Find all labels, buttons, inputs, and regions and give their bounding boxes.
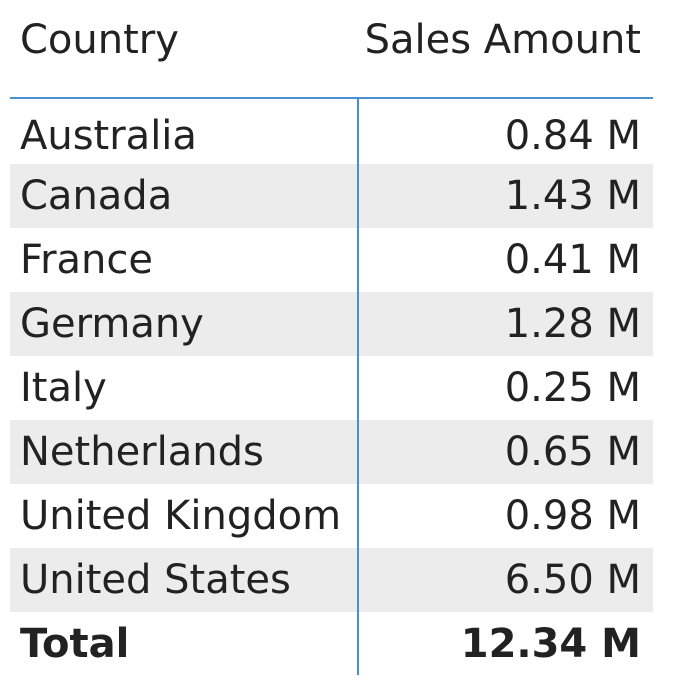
table-row: France 0.41 M bbox=[10, 228, 653, 292]
sales-cell: 1.28 M bbox=[504, 301, 641, 347]
sales-cell: 0.25 M bbox=[504, 365, 641, 411]
sales-cell: 0.84 M bbox=[504, 113, 641, 159]
sales-cell: 6.50 M bbox=[504, 557, 641, 603]
sales-table: Country Sales Amount Australia 0.84 M Ca… bbox=[10, 0, 653, 696]
country-cell: France bbox=[20, 237, 154, 283]
total-label: Total bbox=[20, 621, 130, 667]
table-row: Germany 1.28 M bbox=[10, 292, 653, 356]
country-cell: Germany bbox=[20, 301, 204, 347]
table-row: Canada 1.43 M bbox=[10, 164, 653, 228]
table-row: United Kingdom 0.98 M bbox=[10, 484, 653, 548]
sales-cell: 0.65 M bbox=[504, 429, 641, 475]
header-country[interactable]: Country bbox=[20, 17, 179, 63]
country-cell: United States bbox=[20, 557, 291, 603]
total-sales: 12.34 M bbox=[460, 621, 641, 667]
table-row: Italy 0.25 M bbox=[10, 356, 653, 420]
country-cell: United Kingdom bbox=[20, 493, 342, 539]
sales-cell: 0.41 M bbox=[504, 237, 641, 283]
country-cell: Netherlands bbox=[20, 429, 264, 475]
table-row: Australia 0.84 M bbox=[10, 104, 653, 168]
table-row: United States 6.50 M bbox=[10, 548, 653, 612]
sales-cell: 1.43 M bbox=[504, 173, 641, 219]
header-rule bbox=[10, 97, 653, 99]
sales-cell: 0.98 M bbox=[504, 493, 641, 539]
header-sales-amount[interactable]: Sales Amount bbox=[364, 17, 641, 63]
country-cell: Canada bbox=[20, 173, 173, 219]
table-row: Netherlands 0.65 M bbox=[10, 420, 653, 484]
total-row: Total 12.34 M bbox=[10, 612, 653, 676]
country-cell: Italy bbox=[20, 365, 107, 411]
country-cell: Australia bbox=[20, 113, 197, 159]
table-header: Country Sales Amount bbox=[10, 0, 653, 98]
column-divider[interactable] bbox=[357, 99, 359, 675]
